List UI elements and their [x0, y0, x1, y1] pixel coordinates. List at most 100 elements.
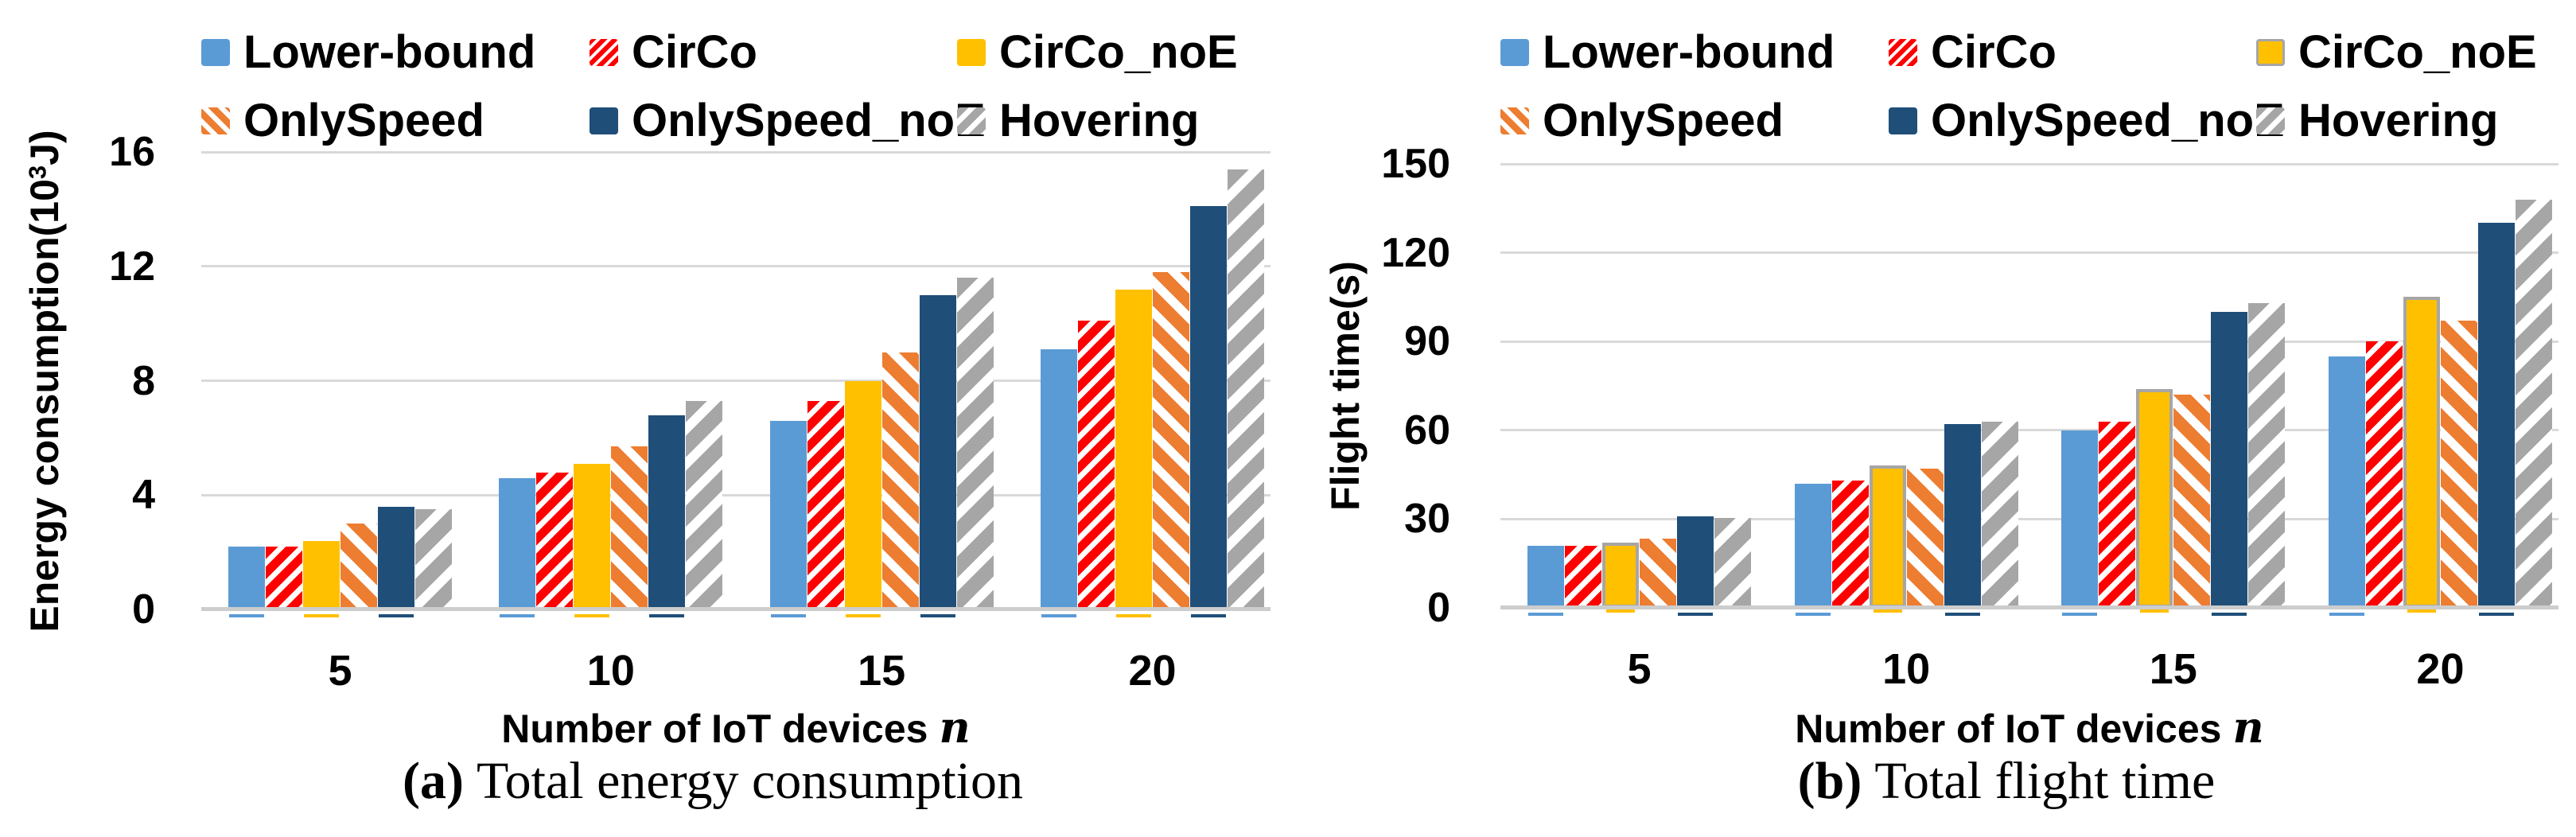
bar-onlyspeed_noe: [2211, 312, 2248, 616]
bar-group: 10: [499, 152, 723, 692]
bar-circo: [1565, 545, 1601, 608]
legend-item-circo_noe: CirCo_noE: [957, 27, 1280, 78]
caption-b-text: Total flight time: [1874, 752, 2216, 810]
x-tick-label: 15: [858, 647, 906, 695]
bar-hovering: [415, 509, 452, 609]
bar-circo_noe: [574, 463, 611, 617]
y-tick-label: 0: [132, 586, 155, 633]
bar-foot: [500, 614, 535, 617]
bar-onlyspeed: [611, 446, 648, 609]
bar-foot: [1115, 614, 1151, 617]
bar-circo_noe: [2403, 297, 2440, 613]
bar-foot: [1944, 613, 1980, 616]
bar-onlyspeed_noe: [378, 506, 414, 617]
legend-label: CirCo_noE: [2298, 26, 2537, 78]
bar-onlyspeed: [340, 524, 377, 609]
legend-item-onlyspeed_noe: OnlySpeed_noE: [590, 95, 986, 146]
bar-group: 15: [2061, 164, 2286, 691]
legend-label: Lower-bound: [1543, 26, 1835, 78]
legend-energy: Lower-bound CirCo CirCo_noE OnlySpeed OnlySp…: [201, 0, 1280, 159]
legend-item-onlyspeed: OnlySpeed: [1500, 95, 1889, 146]
bar-foot: [1678, 613, 1713, 616]
bar-hovering: [686, 400, 723, 609]
plot-area-energy: 0 4 8 12 16 5 10 15 20: [109, 131, 1270, 692]
bar-foot: [1606, 609, 1635, 613]
legend-swatch: [590, 107, 618, 134]
bar-circo: [2099, 421, 2136, 608]
x-axis-variable-n: n: [2232, 702, 2264, 753]
bar-foot: [229, 614, 264, 617]
x-axis-variable-n: n: [939, 702, 971, 753]
bar-circo: [1831, 481, 1869, 608]
legend-label: CirCo: [1931, 26, 2057, 78]
x-axis-title-text: Number of IoT devices: [501, 707, 928, 751]
bar-lower-bound: [228, 546, 265, 617]
caption-a-text: Total energy consumption: [476, 752, 1023, 810]
legend-swatch: [201, 107, 230, 134]
bar-circo_noe: [2136, 388, 2173, 613]
bar-groups: 5 10 15 20: [1500, 164, 2558, 691]
bar-onlyspeed_noe: [1944, 424, 1981, 616]
legend-swatch: [1889, 38, 1917, 66]
bar-onlyspeed: [1640, 538, 1676, 608]
caption-a: (a) Total energy consumption: [201, 751, 1224, 812]
y-tick-label: 12: [109, 243, 155, 290]
bar-onlyspeed: [1906, 469, 1944, 608]
legend-swatch: [1500, 38, 1529, 66]
bar-foot: [2212, 613, 2247, 616]
x-tick-label: 20: [1128, 647, 1177, 695]
gridline: [201, 493, 1270, 496]
legend-label: Lower-bound: [243, 26, 536, 78]
bar-lower-bound: [2061, 430, 2099, 616]
bar-lower-bound: [499, 477, 536, 617]
gridline: [201, 380, 1270, 382]
legend-label: OnlySpeed_noE: [632, 95, 986, 146]
x-axis-baseline: [201, 607, 1270, 611]
caption-b-label: (b): [1797, 752, 1862, 810]
panel-flight-time: Flight time(s) Lower-bound CirCo CirCo_noE…: [1288, 0, 2576, 837]
bar-group: 5: [228, 152, 452, 692]
legend-item-hovering: Hovering: [957, 95, 1280, 146]
legend-item-onlyspeed: OnlySpeed: [201, 95, 590, 146]
x-tick-label: 15: [2149, 645, 2197, 693]
y-tick-label: 90: [1404, 318, 1450, 365]
y-tick-label: 4: [132, 472, 155, 519]
bar-circo: [1077, 321, 1115, 609]
bar-lower-bound: [2328, 356, 2365, 616]
legend-row: Lower-bound CirCo CirCo_noE: [1500, 27, 2568, 78]
legend-item-lower-bound: Lower-bound: [1500, 27, 1889, 78]
caption-b: (b) Total flight time: [1500, 751, 2512, 812]
legend-item-onlyspeed_noe: OnlySpeed_noE: [1889, 95, 2285, 146]
legend-item-circo: CirCo: [590, 27, 957, 78]
y-tick-label: 8: [132, 357, 155, 404]
bar-circo: [536, 472, 574, 609]
bar-foot: [649, 614, 685, 617]
gridline: [1500, 162, 2558, 165]
bar-foot: [2062, 613, 2098, 616]
x-axis-title-energy: Number of IoT devices n: [201, 702, 1270, 753]
legend-label: OnlySpeed: [243, 95, 484, 146]
bar-group: 20: [2328, 164, 2552, 691]
bar-onlyspeed: [2440, 321, 2477, 608]
bar-group: 5: [1527, 164, 1751, 691]
bar-foot: [379, 614, 414, 617]
bar-circo: [2365, 341, 2403, 608]
bar-foot: [920, 614, 955, 617]
x-tick-label: 10: [1882, 645, 1931, 693]
bar-lower-bound: [1794, 483, 1831, 616]
bar-onlyspeed: [2173, 395, 2211, 608]
legend-flight-time: Lower-bound CirCo CirCo_noE OnlySpeed OnlySp…: [1500, 0, 2568, 159]
bar-groups: 5 10 15 20: [201, 152, 1270, 692]
legend-row: OnlySpeed OnlySpeed_noE Hovering: [1500, 95, 2568, 146]
y-tick-label: 60: [1404, 407, 1450, 454]
bar-hovering: [1714, 517, 1751, 608]
y-tick-label: 120: [1381, 229, 1450, 276]
legend-label: Hovering: [999, 95, 1200, 146]
bar-onlyspeed_noe: [648, 415, 686, 617]
x-tick-label: 5: [328, 647, 352, 695]
x-axis-title-text: Number of IoT devices: [1795, 707, 2222, 751]
gridline: [1500, 340, 2558, 343]
gridline: [201, 265, 1270, 268]
legend-row: Lower-bound CirCo CirCo_noE: [201, 27, 1280, 78]
x-axis-title-flight-time: Number of IoT devices n: [1500, 702, 2558, 753]
